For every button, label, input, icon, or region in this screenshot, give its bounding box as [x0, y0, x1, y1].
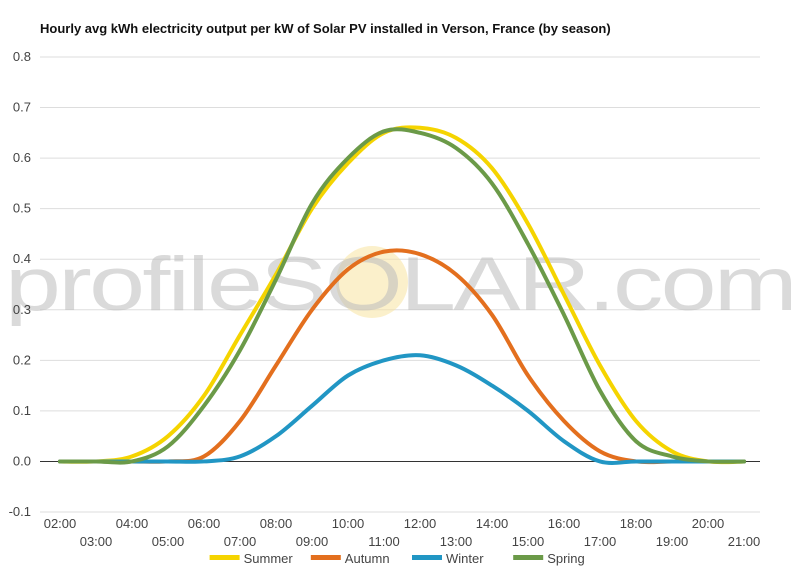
legend-item-spring[interactable]: Spring — [513, 551, 585, 566]
y-tick-label: -0.1 — [9, 504, 31, 519]
legend-item-autumn[interactable]: Autumn — [310, 551, 390, 566]
x-tick-label: 09:00 — [296, 534, 329, 549]
legend-label: Summer — [244, 551, 294, 566]
x-tick-label: 02:00 — [44, 516, 77, 531]
x-tick-label: 18:00 — [620, 516, 653, 531]
series-line-summer — [58, 125, 746, 465]
x-axis-ticks: 02:0003:0004:0005:0006:0007:0008:0009:00… — [44, 516, 761, 549]
y-tick-label: 0.0 — [13, 453, 31, 468]
x-tick-label: 14:00 — [476, 516, 509, 531]
x-tick-label: 17:00 — [584, 534, 617, 549]
legend-label: Spring — [547, 551, 585, 566]
x-tick-label: 03:00 — [80, 534, 113, 549]
x-tick-label: 11:00 — [368, 534, 400, 549]
series-line-spring — [58, 127, 746, 465]
x-tick-label: 21:00 — [728, 534, 761, 549]
legend-swatch — [310, 555, 341, 560]
y-tick-label: 0.5 — [13, 201, 31, 216]
x-tick-label: 07:00 — [224, 534, 257, 549]
x-tick-label: 08:00 — [260, 516, 293, 531]
legend-label: Autumn — [345, 551, 390, 566]
legend-item-summer[interactable]: Summer — [209, 551, 294, 566]
grid-lines — [40, 56, 760, 513]
x-tick-label: 19:00 — [656, 534, 689, 549]
chart-title: Hourly avg kWh electricity output per kW… — [40, 21, 611, 36]
x-tick-label: 04:00 — [116, 516, 149, 531]
x-tick-label: 13:00 — [440, 534, 473, 549]
series-lines — [58, 125, 746, 465]
y-axis-ticks: 0.8 0.7 0.6 0.5 0.4 0.3 0.2 0.1 0.0 -0.1 — [9, 49, 31, 519]
y-tick-label: 0.4 — [13, 251, 31, 266]
x-tick-label: 05:00 — [152, 534, 185, 549]
legend-swatch — [412, 555, 442, 560]
y-tick-label: 0.7 — [13, 100, 31, 115]
x-tick-label: 10:00 — [332, 516, 365, 531]
legend-swatch — [209, 555, 240, 560]
x-tick-label: 06:00 — [188, 516, 221, 531]
legend-label: Winter — [446, 551, 484, 566]
x-tick-label: 16:00 — [548, 516, 581, 531]
legend[interactable]: Summer Autumn Winter Spring — [209, 551, 585, 566]
x-tick-label: 12:00 — [404, 516, 437, 531]
y-tick-label: 0.8 — [13, 49, 31, 64]
watermark: profileSOLAR.com — [5, 242, 797, 327]
y-tick-label: 0.2 — [13, 352, 31, 367]
y-tick-label: 0.6 — [13, 150, 31, 165]
legend-item-winter[interactable]: Winter — [412, 551, 484, 566]
y-tick-label: 0.1 — [13, 403, 31, 418]
y-tick-label: 0.3 — [13, 302, 31, 317]
watermark-text: profileSOLAR.com — [5, 242, 795, 327]
series-line-winter — [58, 353, 746, 465]
legend-swatch — [513, 555, 544, 560]
x-tick-label: 20:00 — [692, 516, 725, 531]
x-tick-label: 15:00 — [512, 534, 545, 549]
